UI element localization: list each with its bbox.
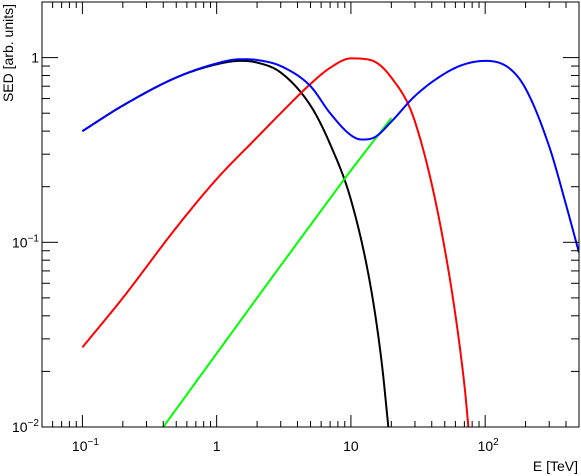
series-line-3 — [162, 117, 393, 427]
y-tick-label: 1 — [31, 50, 39, 66]
series-line-2 — [81, 57, 470, 427]
x-tick-label: 10−1 — [72, 437, 99, 454]
x-tick-label: 1 — [213, 438, 221, 454]
x-axis-title: E [TeV] — [533, 458, 578, 474]
x-tick-label: 102 — [478, 437, 500, 454]
series-layer — [81, 57, 579, 427]
y-axis-title: SED [arb. units] — [0, 4, 16, 102]
y-tick-label: 10−1 — [12, 233, 39, 250]
y-tick-label: 10−2 — [12, 418, 39, 435]
series-line-4 — [81, 58, 579, 253]
plot-frame — [41, 1, 580, 428]
x-tick-label: 10 — [343, 438, 359, 454]
